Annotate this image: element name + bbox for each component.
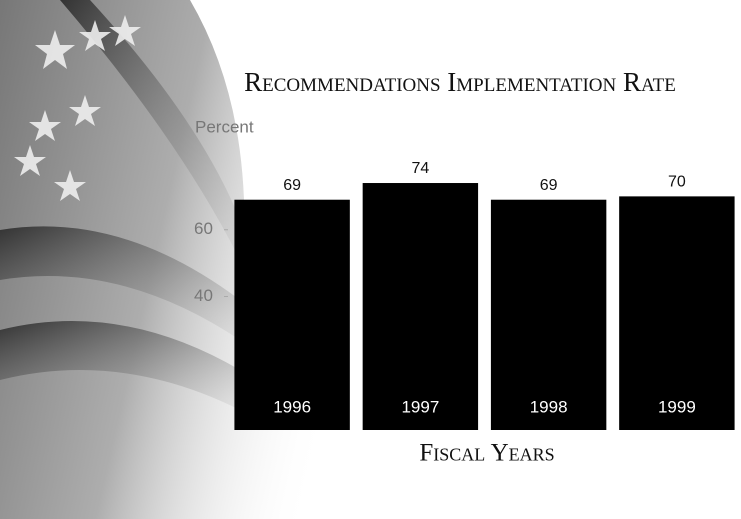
chart-title: Recommendations Implementation Rate [244,67,676,97]
bar [619,196,735,430]
value-label: 69 [283,177,301,194]
y-axis-label: Percent [195,117,254,136]
bar [362,183,479,430]
x-tick-label: 1999 [658,397,696,416]
background-art [0,0,390,519]
y-tick-label: 40 [194,286,213,305]
x-tick-label: 1998 [530,397,568,416]
x-tick-label: 1997 [401,397,439,416]
y-tick-label: 60 [194,219,213,238]
bar [234,199,350,430]
value-label: 69 [540,177,558,194]
bar [490,199,607,430]
value-label: 70 [668,174,686,191]
x-axis-label: Fiscal Years [419,440,554,467]
value-label: 74 [411,160,429,177]
x-tick-label: 1996 [273,397,311,416]
